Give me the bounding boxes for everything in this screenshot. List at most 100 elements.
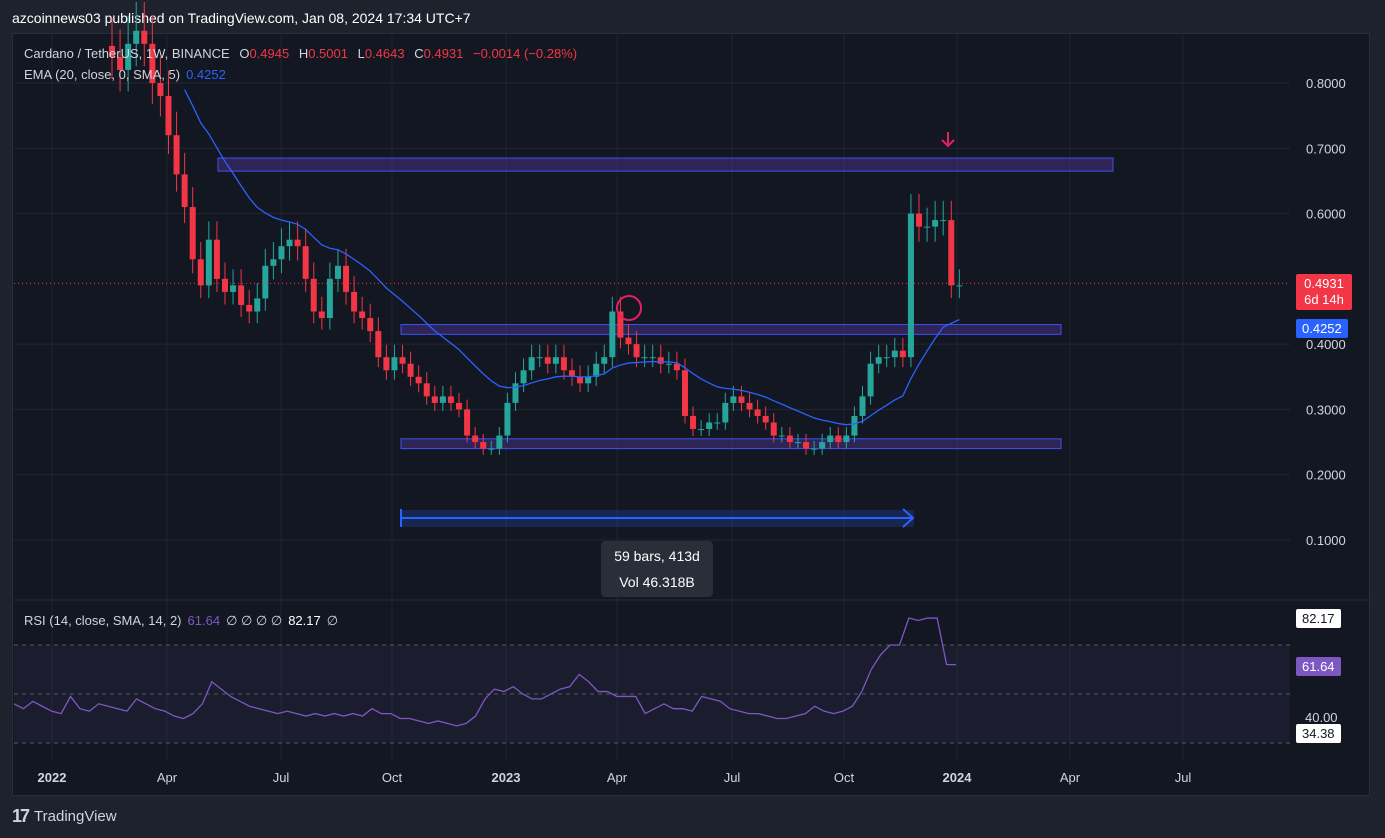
x-tick-label: Jul <box>724 770 741 785</box>
candle-body <box>447 396 454 403</box>
candle-body <box>367 318 374 332</box>
candle-body <box>326 278 333 319</box>
x-tick-label: Oct <box>382 770 403 785</box>
high-value: 0.5001 <box>308 46 348 61</box>
open-label: O <box>239 46 250 61</box>
candle-body <box>205 239 212 286</box>
candle-body <box>730 396 737 403</box>
close-value: 0.4931 <box>423 46 464 61</box>
last-price: 0.4931 <box>1304 276 1344 291</box>
candle-body <box>141 30 148 44</box>
candle-body <box>875 357 882 364</box>
candle-body <box>399 357 406 364</box>
highlight-circle-icon <box>616 295 642 321</box>
candle-body <box>286 239 293 247</box>
x-tick-label: Jul <box>273 770 290 785</box>
rsi-legend: RSI (14, close, SMA, 14, 2) 61.64 ∅ ∅ ∅ ∅ 8… <box>24 613 344 629</box>
candle-body <box>213 239 220 279</box>
candle-body <box>480 442 487 449</box>
open-value: 0.4945 <box>249 46 290 61</box>
candle-body <box>843 435 850 443</box>
rsi-label: RSI (14, close, SMA, 14, 2) <box>24 613 182 628</box>
rsi-high-tag: 82.17 <box>1296 609 1341 628</box>
rsi-current-tag: 61.64 <box>1296 657 1341 676</box>
candle-body <box>706 422 713 430</box>
candle-body <box>883 357 890 359</box>
low-value: 0.4643 <box>364 46 405 61</box>
rsi-band <box>14 645 1290 743</box>
candle-body <box>238 285 245 305</box>
candle-body <box>375 331 382 358</box>
candle-body <box>560 357 567 371</box>
candle-body <box>665 363 672 365</box>
candle-body <box>916 213 922 227</box>
candle-body <box>593 363 600 377</box>
candle-body <box>173 135 180 175</box>
candle-body <box>940 220 947 222</box>
candle-body <box>246 304 253 312</box>
candle-body <box>181 174 188 208</box>
candle-body <box>125 43 132 70</box>
candle-body <box>722 402 729 423</box>
candle-body <box>827 435 834 443</box>
rsi-value2: 82.17 <box>288 613 321 628</box>
candle-body <box>512 383 519 403</box>
candle-body <box>383 357 390 371</box>
candle-body <box>625 337 632 345</box>
candle-body <box>641 357 648 359</box>
high-label: H <box>298 46 309 61</box>
footer-brand[interactable]: 17 TradingView <box>12 806 117 827</box>
candle-body <box>496 435 503 449</box>
y-tick-label: 0.3000 <box>1306 402 1346 417</box>
candle-body <box>149 43 156 83</box>
chart-panel[interactable] <box>12 33 1370 796</box>
candle-body <box>617 311 624 338</box>
low-label: L <box>357 46 365 61</box>
candle-body <box>585 376 592 384</box>
candle-body <box>657 357 664 364</box>
candle-body <box>819 442 826 449</box>
y-tick-label: 0.4000 <box>1306 337 1346 352</box>
candle-body <box>754 409 761 416</box>
zone-box <box>217 157 1114 172</box>
candle-body <box>746 402 753 410</box>
rsi-40-label: 40.00 <box>1305 710 1338 725</box>
candle-body <box>948 220 955 286</box>
candle-body <box>407 363 414 377</box>
measure-volume: Vol 46.318B <box>619 574 695 590</box>
candle-body <box>230 285 237 292</box>
x-tick-label: 2024 <box>943 770 973 785</box>
candle-body <box>811 448 818 450</box>
y-tick-label: 0.8000 <box>1306 76 1346 91</box>
tradingview-logo-icon: 17 <box>12 806 30 826</box>
candle-body <box>673 363 680 371</box>
candle-body <box>359 311 366 319</box>
x-tick-label: Apr <box>157 770 178 785</box>
candle-body <box>835 435 842 443</box>
candle-body <box>690 415 697 430</box>
candle-body <box>270 259 277 266</box>
x-tick-label: Apr <box>607 770 628 785</box>
candle-body <box>633 344 640 358</box>
y-tick-label: 0.2000 <box>1306 468 1346 483</box>
candle-body <box>932 220 939 227</box>
rsi-extra2: ∅ <box>326 613 339 628</box>
candle-body <box>343 265 350 292</box>
candle-body <box>334 265 341 279</box>
candle-body <box>423 383 430 397</box>
change-value: −0.0014 (−0.28%) <box>473 46 578 61</box>
close-label: C <box>414 46 424 61</box>
candle-body <box>189 207 196 260</box>
candle-body <box>221 278 228 292</box>
measure-tooltip: 59 bars, 413d Vol 46.318B <box>601 541 713 597</box>
candle-body <box>165 96 172 136</box>
x-tick-label: Apr <box>1060 770 1081 785</box>
candle-body <box>681 370 688 416</box>
zone-box <box>400 438 1062 450</box>
candle-body <box>318 311 325 319</box>
candle-body <box>907 213 914 358</box>
candle-body <box>956 285 963 287</box>
candle-body <box>278 246 285 260</box>
brand-name: TradingView <box>34 808 117 825</box>
